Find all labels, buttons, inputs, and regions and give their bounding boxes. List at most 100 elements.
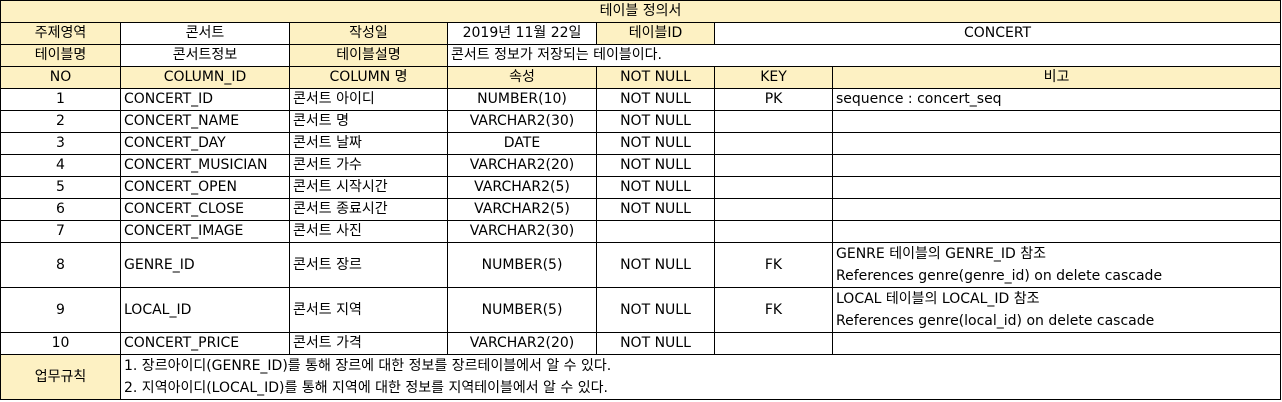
cell-column-id: LOCAL_ID [120, 287, 290, 333]
cell-column-name: 콘서트 지역 [289, 287, 448, 333]
cell-not-null [596, 220, 715, 243]
business-rules-content: 1. 장르아이디(GENRE_ID)를 통해 장르에 대한 정보를 장르테이블에… [119, 354, 1282, 400]
cell-column-id: CONCERT_MUSICIAN [120, 154, 290, 177]
note-line-1: LOCAL 테이블의 LOCAL_ID 참조 [836, 291, 1040, 307]
cell-note [831, 220, 1282, 243]
cell-key: FK [714, 287, 833, 333]
cell-no: 10 [0, 332, 121, 355]
cell-note [831, 132, 1282, 155]
table-desc-value: 콘서트 정보가 저장되는 테이블이다. [446, 44, 1282, 67]
cell-note: GENRE 테이블의 GENRE_ID 참조 References genre(… [831, 242, 1282, 288]
table-name-label: 테이블명 [0, 44, 121, 67]
cell-no: 2 [0, 110, 121, 133]
cell-column-name: 콘서트 시작시간 [289, 176, 448, 199]
business-rules-row: 업무규칙 1. 장르아이디(GENRE_ID)를 통해 장르에 대한 정보를 장… [0, 354, 1282, 400]
cell-not-null: NOT NULL [596, 287, 715, 333]
cell-column-name: 콘서트 아이디 [289, 88, 448, 111]
cell-not-null: NOT NULL [596, 110, 715, 133]
cell-column-name: 콘서트 종료시간 [289, 198, 448, 221]
cell-note [831, 332, 1282, 355]
cell-no: 9 [0, 287, 121, 333]
cell-note: sequence : concert_seq [831, 88, 1282, 111]
table-row: 5 CONCERT_OPEN 콘서트 시작시간 VARCHAR2(5) NOT … [0, 176, 1282, 199]
cell-key: PK [714, 88, 833, 111]
cell-column-id: CONCERT_ID [120, 88, 290, 111]
table-row: 4 CONCERT_MUSICIAN 콘서트 가수 VARCHAR2(20) N… [0, 154, 1282, 177]
cell-key [714, 154, 833, 177]
cell-not-null: NOT NULL [596, 154, 715, 177]
cell-not-null: NOT NULL [596, 332, 715, 355]
cell-column-name: 콘서트 사진 [289, 220, 448, 243]
cell-type: NUMBER(10) [447, 88, 597, 111]
meta-row-1: 주제영역 콘서트 작성일 2019년 11월 22일 테이블ID CONCERT [0, 22, 1282, 45]
cell-type: NUMBER(5) [447, 242, 597, 288]
table-row: 1 CONCERT_ID 콘서트 아이디 NUMBER(10) NOT NULL… [0, 88, 1282, 111]
header-key: KEY [714, 66, 833, 89]
cell-key [714, 110, 833, 133]
cell-key [714, 176, 833, 199]
note-line-1: GENRE 테이블의 GENRE_ID 참조 [836, 246, 1047, 262]
cell-type: VARCHAR2(20) [447, 332, 597, 355]
cell-type: VARCHAR2(30) [447, 110, 597, 133]
cell-type: VARCHAR2(5) [447, 198, 597, 221]
cell-column-name: 콘서트 장르 [289, 242, 448, 288]
cell-not-null: NOT NULL [596, 132, 715, 155]
cell-no: 1 [0, 88, 121, 111]
cell-key [714, 332, 833, 355]
cell-column-id: CONCERT_CLOSE [120, 198, 290, 221]
business-rules-label: 업무규칙 [0, 354, 121, 400]
document-title-row: 테이블 정의서 [0, 0, 1282, 23]
subject-area-label: 주제영역 [0, 22, 121, 45]
cell-no: 6 [0, 198, 121, 221]
table-row: 10 CONCERT_PRICE 콘서트 가격 VARCHAR2(20) NOT… [0, 332, 1282, 355]
subject-area-value: 콘서트 [120, 22, 290, 45]
cell-column-name: 콘서트 명 [289, 110, 448, 133]
header-column-id: COLUMN_ID [120, 66, 290, 89]
cell-column-name: 콘서트 날짜 [289, 132, 448, 155]
cell-key [714, 132, 833, 155]
cell-column-id: CONCERT_IMAGE [120, 220, 290, 243]
cell-not-null: NOT NULL [596, 176, 715, 199]
cell-not-null: NOT NULL [596, 88, 715, 111]
table-row: 8 GENRE_ID 콘서트 장르 NUMBER(5) NOT NULL FK … [0, 242, 1282, 288]
table-row: 6 CONCERT_CLOSE 콘서트 종료시간 VARCHAR2(5) NOT… [0, 198, 1282, 221]
cell-not-null: NOT NULL [596, 242, 715, 288]
table-row: 9 LOCAL_ID 콘서트 지역 NUMBER(5) NOT NULL FK … [0, 287, 1282, 333]
cell-no: 8 [0, 242, 121, 288]
cell-column-name: 콘서트 가수 [289, 154, 448, 177]
meta-row-2: 테이블명 콘서트정보 테이블설명 콘서트 정보가 저장되는 테이블이다. [0, 44, 1282, 67]
table-id-label: 테이블ID [596, 22, 715, 45]
cell-no: 7 [0, 220, 121, 243]
created-date-label: 작성일 [289, 22, 448, 45]
table-desc-label: 테이블설명 [289, 44, 448, 67]
note-line-2: References genre(genre_id) on delete cas… [836, 268, 1163, 284]
cell-type: VARCHAR2(5) [447, 176, 597, 199]
created-date-value: 2019년 11월 22일 [447, 22, 597, 45]
cell-note [831, 154, 1282, 177]
table-row: 3 CONCERT_DAY 콘서트 날짜 DATE NOT NULL [0, 132, 1282, 155]
header-column-name: COLUMN 명 [289, 66, 448, 89]
cell-note [831, 198, 1282, 221]
table-row: 7 CONCERT_IMAGE 콘서트 사진 VARCHAR2(30) [0, 220, 1282, 243]
cell-column-id: CONCERT_OPEN [120, 176, 290, 199]
cell-type: NUMBER(5) [447, 287, 597, 333]
cell-type: VARCHAR2(30) [447, 220, 597, 243]
table-name-value: 콘서트정보 [120, 44, 290, 67]
cell-no: 5 [0, 176, 121, 199]
header-type: 속성 [447, 66, 597, 89]
header-note: 비고 [831, 66, 1282, 89]
cell-note [831, 110, 1282, 133]
cell-type: DATE [447, 132, 597, 155]
cell-note: LOCAL 테이블의 LOCAL_ID 참조 References genre(… [831, 287, 1282, 333]
cell-no: 3 [0, 132, 121, 155]
table-id-value: CONCERT [713, 22, 1282, 45]
column-header-row: NO COLUMN_ID COLUMN 명 속성 NOT NULL KEY 비고 [0, 66, 1282, 89]
cell-key [714, 198, 833, 221]
cell-not-null: NOT NULL [596, 198, 715, 221]
cell-note [831, 176, 1282, 199]
cell-column-id: CONCERT_NAME [120, 110, 290, 133]
business-rule-1: 1. 장르아이디(GENRE_ID)를 통해 장르에 대한 정보를 장르테이블에… [124, 358, 612, 374]
cell-key: FK [714, 242, 833, 288]
header-no: NO [0, 66, 121, 89]
